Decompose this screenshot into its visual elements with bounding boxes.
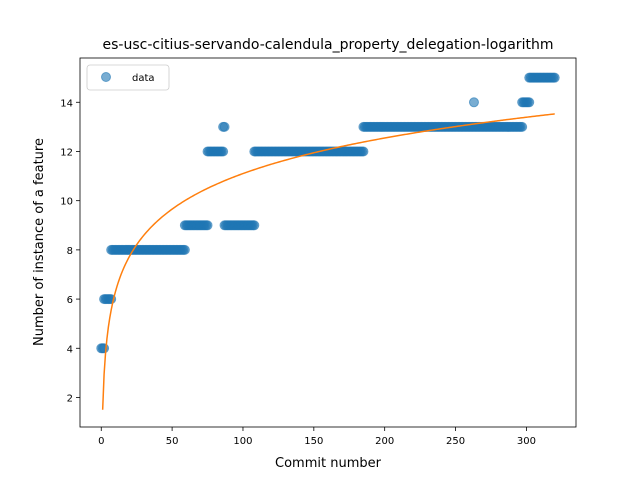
x-tick-label: 100: [233, 436, 252, 447]
data-point: [549, 72, 560, 83]
chart-title: es-usc-citius-servando-calendula_propert…: [103, 37, 554, 53]
fit-curve: [101, 113, 555, 410]
y-tick-label: 8: [67, 246, 73, 257]
y-tick-label: 2: [67, 393, 73, 404]
data-point: [99, 343, 110, 354]
data-point: [179, 244, 190, 255]
y-axis-ticks: 2 4 6 8 10 12 14: [60, 98, 80, 404]
x-tick-label: 50: [166, 436, 179, 447]
legend-box: [86, 64, 170, 91]
data-point: [202, 220, 213, 231]
y-tick-label: 12: [60, 147, 73, 158]
data-point: [218, 146, 229, 157]
x-tick-label: 0: [98, 436, 104, 447]
legend-label-data: data: [132, 73, 155, 84]
y-axis-title: Number of instance of a feature: [32, 138, 47, 346]
y-tick-label: 10: [60, 197, 73, 208]
y-tick-label: 14: [60, 98, 73, 109]
data-point: [219, 121, 230, 132]
x-tick-label: 200: [375, 436, 394, 447]
fit-line: [101, 113, 555, 410]
data-point: [517, 121, 528, 132]
data-point: [249, 220, 260, 231]
y-tick-label: 6: [67, 295, 73, 306]
data-point: [358, 146, 369, 157]
x-axis-title: Commit number: [275, 456, 382, 471]
plot-frame: [79, 57, 577, 428]
legend: data: [86, 64, 170, 91]
y-tick-label: 4: [67, 344, 73, 355]
x-axis-ticks: 0 50 100 150 200 250 300: [98, 427, 536, 447]
x-tick-label: 250: [446, 436, 465, 447]
x-tick-label: 150: [304, 436, 323, 447]
x-tick-label: 300: [517, 436, 536, 447]
data-point: [524, 97, 535, 108]
data-point: [468, 97, 479, 108]
data-points: [96, 72, 560, 354]
legend-marker-data: [101, 72, 111, 82]
